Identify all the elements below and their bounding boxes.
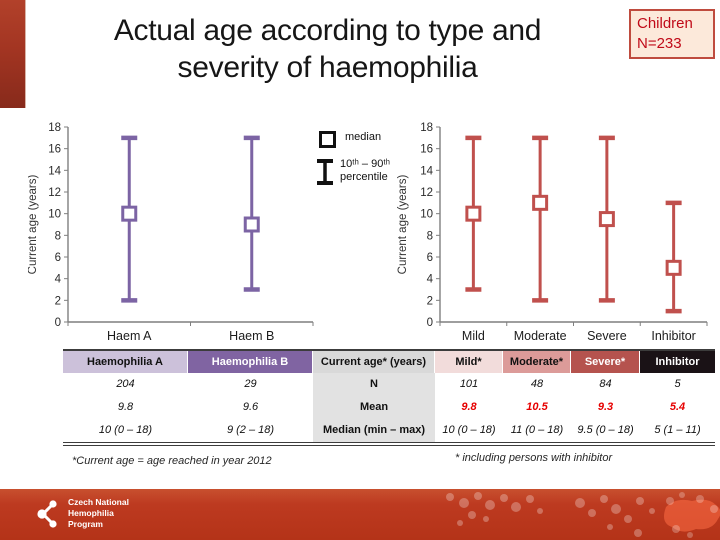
molecule-logo-icon (37, 499, 57, 528)
chart-legend: median 10ᵗʰ – 90ᵗʰ percentile (316, 130, 402, 196)
svg-text:18: 18 (48, 122, 61, 134)
table-header-cell: Mild* (435, 351, 503, 373)
footnote-current-age: *Current age = age reached in year 2012 (72, 455, 272, 467)
table-cell: 10 (0 – 18) (442, 424, 496, 436)
errorbar-Mild (465, 205, 482, 222)
errorbar-Haem B (243, 216, 260, 233)
footer-dots-decoration (446, 492, 720, 538)
svg-text:Haem B: Haem B (229, 329, 274, 343)
svg-text:Mild: Mild (462, 329, 485, 343)
page-title: Actual age according to type and severit… (40, 12, 615, 86)
svg-text:Severe: Severe (587, 329, 627, 343)
svg-text:Current age (years): Current age (years) (397, 174, 409, 274)
table-cell: 5 (674, 378, 681, 390)
table-header-cell: Inhibitor (640, 351, 715, 373)
org-logo: Czech National Hemophilia Program (36, 497, 129, 530)
table-cell: 9.5 (0 – 18) (577, 424, 634, 436)
svg-text:16: 16 (420, 144, 433, 156)
children-count-badge: Children N=233 (629, 9, 715, 59)
haemophilia-severity-errorbar-chart: 0 2 4 6 8 10 12 14 16 18 Mild Moderate Severe Inhibit… (397, 122, 708, 343)
table-header-cell: Current age* (years) (313, 351, 435, 373)
errorbar-Inhibitor (665, 259, 682, 276)
legend-item-median: median (316, 130, 402, 148)
table-cell: 5 (1 – 11) (654, 424, 701, 436)
percentile-errorbar-icon (317, 159, 333, 185)
svg-text:Current age (years): Current age (years) (28, 174, 39, 274)
svg-text:8: 8 (55, 230, 61, 242)
svg-text:4: 4 (427, 274, 434, 286)
footnote-inhibitor: * including persons with inhibitor (455, 452, 613, 464)
svg-text:2: 2 (55, 295, 61, 307)
svg-text:0: 0 (427, 317, 433, 329)
page-title-line1: Actual age according to type and (113, 14, 542, 47)
svg-text:Moderate: Moderate (514, 329, 567, 343)
svg-text:10: 10 (420, 209, 433, 221)
left-accent-bar (0, 0, 26, 108)
table-cell: 11 (0 – 18) (510, 424, 564, 436)
svg-text:4: 4 (55, 274, 62, 286)
table-cell: 9.8 (117, 401, 134, 413)
haemophilia-type-errorbar-chart: 0 2 4 6 8 10 12 14 16 18 Haem A Haem B Current age (… (28, 122, 314, 343)
footer-bar: Czech National Hemophilia Program (0, 489, 720, 540)
legend-item-percentile: 10ᵗʰ – 90ᵗʰ percentile (316, 157, 402, 187)
svg-text:14: 14 (48, 165, 61, 177)
errorbar-Moderate (532, 194, 549, 211)
svg-text:Inhibitor: Inhibitor (651, 329, 695, 343)
table-cell: 9.6 (242, 401, 259, 413)
svg-text:10: 10 (48, 209, 61, 221)
legend-percentile-label: 10ᵗʰ – 90ᵗʰ percentile (340, 158, 390, 183)
table-cell: 48 (530, 378, 544, 390)
page-title-line2: severity of haemophilia (177, 51, 478, 84)
table-cell: 5.4 (669, 401, 686, 413)
legend-median-label: median (345, 131, 382, 143)
svg-text:0: 0 (55, 317, 61, 329)
svg-text:16: 16 (48, 144, 61, 156)
table-cell: 9.3 (597, 401, 614, 413)
table-cell: 204 (116, 378, 135, 390)
table-cell: Median (min – max) (313, 419, 435, 442)
badge-line1: Children (637, 15, 693, 32)
svg-text:18: 18 (420, 122, 433, 134)
badge-line2: N=233 (637, 35, 682, 52)
median-marker-icon (319, 131, 336, 148)
table-cell: 9.8 (461, 401, 477, 413)
svg-text:2: 2 (427, 295, 433, 307)
summary-statistics-table: Haemophilia A Haemophilia B Current age* (… (63, 349, 715, 446)
errorbar-Severe (598, 211, 615, 228)
svg-text:12: 12 (48, 187, 61, 199)
table-cell: 10 (0 – 18) (98, 424, 153, 436)
svg-text:Haem A: Haem A (107, 329, 152, 343)
table-cell: N (313, 373, 435, 396)
org-name: Czech National Hemophilia Program (68, 497, 129, 529)
svg-text:8: 8 (427, 230, 433, 242)
table-header-cell: Moderate* (503, 351, 571, 373)
table-cell: Mean (313, 396, 435, 419)
table-cell: 84 (599, 378, 612, 390)
errorbar-Haem A (121, 205, 138, 222)
table-header-cell: Severe* (571, 351, 640, 373)
table-cell: 9 (2 – 18) (226, 424, 275, 436)
svg-text:14: 14 (420, 165, 433, 177)
svg-text:6: 6 (55, 252, 61, 264)
table-cell: 101 (459, 378, 479, 390)
table-cell: 29 (244, 378, 257, 390)
svg-text:12: 12 (420, 187, 433, 199)
svg-text:6: 6 (427, 252, 433, 264)
table-cell: 10.5 (526, 401, 548, 413)
table-header-cell: Haemophilia A (63, 351, 188, 373)
table-header-cell: Haemophilia B (188, 351, 313, 373)
